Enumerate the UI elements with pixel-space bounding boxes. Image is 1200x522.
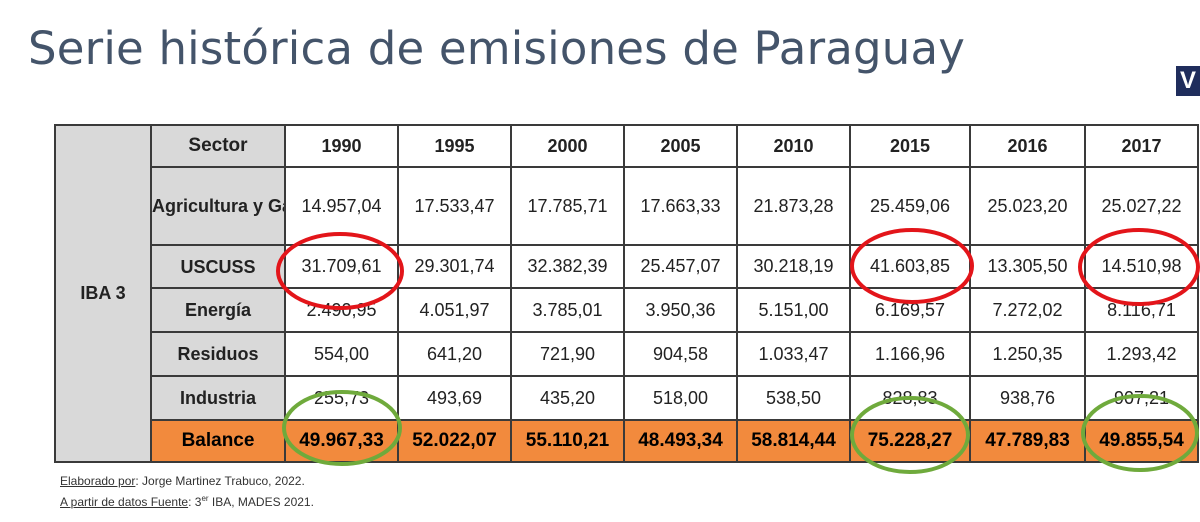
table-cell: 4.051,97 xyxy=(397,287,512,333)
table-cell: 25.459,06 xyxy=(849,166,971,246)
red-circle-annotation xyxy=(276,232,404,310)
table-cell: 7.272,02 xyxy=(969,287,1086,333)
table-cell: 518,00 xyxy=(623,375,738,421)
table-cell: 30.218,19 xyxy=(736,244,851,289)
table-cell: 3.950,36 xyxy=(623,287,738,333)
table-cell: 25.457,07 xyxy=(623,244,738,289)
table-cell: 554,00 xyxy=(284,331,399,377)
column-header-sector: Sector xyxy=(150,124,286,168)
table-cell: 25.023,20 xyxy=(969,166,1086,246)
column-header-year: 2015 xyxy=(849,124,971,168)
row-label-residuos: Residuos xyxy=(150,331,286,377)
table-cell: 721,90 xyxy=(510,331,625,377)
table-header-row: IBA 3 Sector 1990 1995 2000 2005 2010 20… xyxy=(54,124,1199,463)
row-label-balance: Balance xyxy=(150,419,286,463)
table-cell: 1.166,96 xyxy=(849,331,971,377)
logo-icon: V xyxy=(1176,66,1200,96)
column-header-year: 1990 xyxy=(284,124,399,168)
column-header-year: 2016 xyxy=(969,124,1086,168)
footer-credit-text: : Jorge Martinez Trabuco, 2022. xyxy=(135,474,305,488)
row-label-energia: Energía xyxy=(150,287,286,333)
footer-source-pre: : 3 xyxy=(188,495,202,509)
balance-cell: 48.493,34 xyxy=(623,419,738,463)
table-cell: 938,76 xyxy=(969,375,1086,421)
table-cell: 25.027,22 xyxy=(1084,166,1199,246)
footer-credit-label: Elaborado por xyxy=(60,474,136,488)
column-header-year: 2017 xyxy=(1084,124,1199,168)
table-cell: 1.033,47 xyxy=(736,331,851,377)
table-cell: 493,69 xyxy=(397,375,512,421)
table-cell: 2.490,95 xyxy=(284,287,399,333)
table-cell: 13.305,50 xyxy=(969,244,1086,289)
footer-source-sup: er xyxy=(201,494,209,503)
table-cell: 17.785,71 xyxy=(510,166,625,246)
balance-cell: 58.814,44 xyxy=(736,419,851,463)
table-cell: 17.663,33 xyxy=(623,166,738,246)
table-cell: 1.250,35 xyxy=(969,331,1086,377)
red-circle-annotation xyxy=(850,228,974,304)
red-circle-annotation xyxy=(1078,228,1200,306)
column-header-year: 2000 xyxy=(510,124,625,168)
table-row: Residuos 554,00 641,20 721,90 904,58 1.0… xyxy=(55,331,1199,377)
group-label: IBA 3 xyxy=(54,124,152,463)
column-header-year: 2005 xyxy=(623,124,738,168)
footer-source-post: IBA, MADES 2021. xyxy=(208,495,314,509)
page-title: Serie histórica de emisiones de Paraguay xyxy=(28,22,966,75)
column-header-year: 2010 xyxy=(736,124,851,168)
table-cell: 5.151,00 xyxy=(736,287,851,333)
table-cell: 1.293,42 xyxy=(1084,331,1199,377)
table-cell: 641,20 xyxy=(397,331,512,377)
table-cell: 904,58 xyxy=(623,331,738,377)
table-cell: 538,50 xyxy=(736,375,851,421)
table-cell: 17.533,47 xyxy=(397,166,512,246)
row-label-industria: Industria xyxy=(150,375,286,421)
table-row: USCUSS 31.709,61 29.301,74 32.382,39 25.… xyxy=(55,244,1199,289)
table-cell: 3.785,01 xyxy=(510,287,625,333)
table-cell: 32.382,39 xyxy=(510,244,625,289)
table-cell: 29.301,74 xyxy=(397,244,512,289)
footer-source: A partir de datos Fuente: 3er IBA, MADES… xyxy=(60,494,314,509)
balance-cell: 49.855,54 xyxy=(1084,419,1199,463)
row-label-uscuss: USCUSS xyxy=(150,244,286,289)
table-row: Industria 255,73 493,69 435,20 518,00 53… xyxy=(55,375,1199,421)
green-circle-annotation xyxy=(282,390,402,466)
footer-source-label: A partir de datos Fuente xyxy=(60,495,189,509)
table-cell: 21.873,28 xyxy=(736,166,851,246)
column-header-year: 1995 xyxy=(397,124,512,168)
footer-credit: Elaborado por: Jorge Martinez Trabuco, 2… xyxy=(60,474,305,488)
green-circle-annotation xyxy=(850,396,970,474)
balance-cell: 55.110,21 xyxy=(510,419,625,463)
balance-cell: 52.022,07 xyxy=(397,419,512,463)
green-circle-annotation xyxy=(1081,394,1199,472)
row-label-agricultura: Agricultura y Ganadería xyxy=(150,166,286,246)
table-cell: 435,20 xyxy=(510,375,625,421)
table-row: Agricultura y Ganadería 14.957,04 17.533… xyxy=(55,166,1199,246)
emissions-table: IBA 3 Sector 1990 1995 2000 2005 2010 20… xyxy=(54,124,1199,463)
table-cell: 31.709,61 xyxy=(284,244,399,289)
